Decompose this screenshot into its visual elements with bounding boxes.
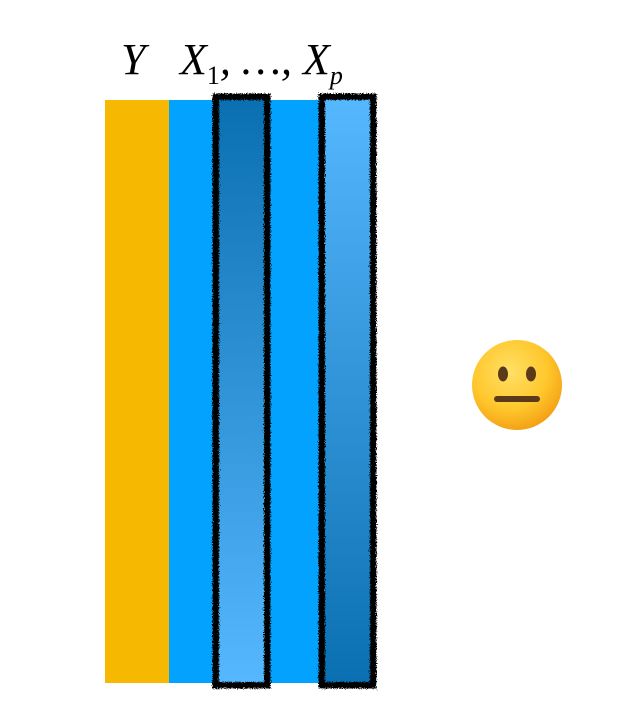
selected-column-b-fill	[321, 96, 374, 686]
predictors-label-head: X	[180, 35, 207, 84]
selected-column-b-outline-inner	[323, 98, 372, 684]
predictors-label-last-sub: p	[329, 61, 343, 90]
neutral-face-icon	[470, 338, 564, 432]
selected-column-a	[212, 93, 271, 689]
predictors-label-mid: , …, X	[219, 35, 330, 84]
response-column	[105, 100, 169, 683]
predictors-label-first-sub: 1	[206, 61, 220, 90]
selected-column-b-outline	[318, 93, 377, 689]
response-label-text: Y	[121, 35, 146, 84]
selected-column-a-fill	[215, 96, 268, 686]
selected-column-b	[318, 93, 377, 689]
selected-column-a-outline	[212, 93, 271, 689]
predictors-label: X1, …, Xp	[180, 38, 343, 89]
selected-column-a-outline-inner	[217, 98, 266, 684]
response-label: Y	[121, 38, 145, 82]
